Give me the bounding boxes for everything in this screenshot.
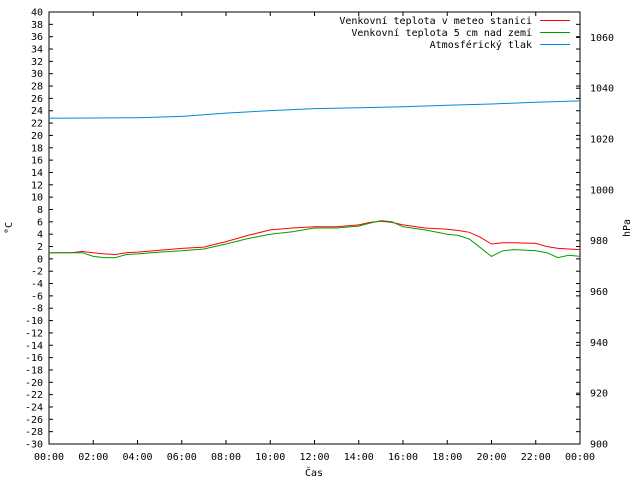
y2-tick-label: 1060 xyxy=(590,33,614,44)
x-tick-label: 12:00 xyxy=(299,452,329,463)
y2-axis-label: hPa xyxy=(622,219,633,237)
y-tick-label: 36 xyxy=(31,32,43,43)
y-tick-label: 6 xyxy=(37,217,43,228)
y-tick-label: 20 xyxy=(31,131,43,142)
y2-tick-label: 1020 xyxy=(590,135,614,146)
x-tick-label: 16:00 xyxy=(388,452,418,463)
x-tick-label: 20:00 xyxy=(476,452,506,463)
y-tick-label: -12 xyxy=(25,328,43,339)
y-tick-label: 14 xyxy=(31,168,43,179)
y-tick-label: -24 xyxy=(25,402,43,413)
y-axis-right: 900 920 940 960 980 1000 1020 1040 1060 xyxy=(576,33,614,451)
x-tick-label: 22:00 xyxy=(521,452,551,463)
y-tick-label: 22 xyxy=(31,119,43,130)
y-tick-label: -30 xyxy=(25,440,43,451)
y-tick-label: 28 xyxy=(31,82,43,93)
y-tick-label: -18 xyxy=(25,365,43,376)
y-tick-label: 30 xyxy=(31,69,43,80)
x-tick-label: 02:00 xyxy=(78,452,108,463)
series-line-1 xyxy=(49,220,581,259)
y2-tick-label: 900 xyxy=(590,440,608,451)
y-tick-label: 8 xyxy=(37,205,43,216)
x-tick-label: 00:00 xyxy=(34,452,64,463)
legend-label: Venkovní teplota v meteo stanici xyxy=(339,15,532,27)
x-tick-label: 06:00 xyxy=(167,452,197,463)
y-tick-label: 0 xyxy=(37,254,43,265)
y-tick-label: -20 xyxy=(25,378,43,389)
x-axis: 00:00 02:00 04:00 06:00 08:00 10:00 12:00 14:00… xyxy=(34,12,595,463)
x-tick-label: 14:00 xyxy=(344,452,374,463)
y2-tick-label: 960 xyxy=(590,287,608,298)
series-layer xyxy=(48,100,581,259)
x-tick-label: 00:00 xyxy=(565,452,595,463)
y-tick-label: -28 xyxy=(25,427,43,438)
x-axis-label: Čas xyxy=(305,466,323,479)
x-tick-label: 08:00 xyxy=(211,452,241,463)
y-tick-label: -14 xyxy=(25,341,43,352)
y-tick-label: -2 xyxy=(31,267,43,278)
y-tick-label: -22 xyxy=(25,390,43,401)
y-tick-label: -4 xyxy=(31,279,43,290)
y-tick-label: -8 xyxy=(31,304,43,315)
legend-label: Venkovní teplota 5 cm nad zemí xyxy=(351,27,532,39)
y-tick-label: -10 xyxy=(25,316,43,327)
y-tick-label: -6 xyxy=(31,291,43,302)
x-tick-label: 10:00 xyxy=(255,452,285,463)
series-line-2 xyxy=(48,100,581,119)
x-tick-label: 18:00 xyxy=(432,452,462,463)
y-tick-label: 2 xyxy=(37,242,43,253)
x-tick-label: 04:00 xyxy=(122,452,152,463)
legend-label: Atmosférický tlak xyxy=(430,39,532,51)
y-tick-label: 24 xyxy=(31,106,43,117)
y-tick-label: 10 xyxy=(31,193,43,204)
y2-tick-label: 1000 xyxy=(590,185,614,196)
legend: Venkovní teplota v meteo staniciVenkovní… xyxy=(339,15,570,51)
y2-tick-label: 920 xyxy=(590,389,608,400)
y-tick-label: 32 xyxy=(31,57,43,68)
y2-tick-label: 940 xyxy=(590,338,608,349)
y2-tick-label: 1040 xyxy=(590,84,614,95)
y-tick-label: 4 xyxy=(37,230,43,241)
y-tick-label: 16 xyxy=(31,156,43,167)
y-tick-label: 40 xyxy=(31,8,43,19)
y-tick-label: 26 xyxy=(31,94,43,105)
y-tick-label: 12 xyxy=(31,180,43,191)
y2-tick-label: 980 xyxy=(590,236,608,247)
y-tick-label: -16 xyxy=(25,353,43,364)
y-tick-label: 18 xyxy=(31,143,43,154)
series-line-0 xyxy=(49,220,581,256)
y-axis-left: -30-28-26-24-22-20-18-16-14-12-10-8-6-4-… xyxy=(25,8,580,451)
y-tick-label: 38 xyxy=(31,20,43,31)
y-tick-label: -26 xyxy=(25,415,43,426)
y-axis-label: °C xyxy=(4,222,15,234)
y-tick-label: 34 xyxy=(31,45,43,56)
